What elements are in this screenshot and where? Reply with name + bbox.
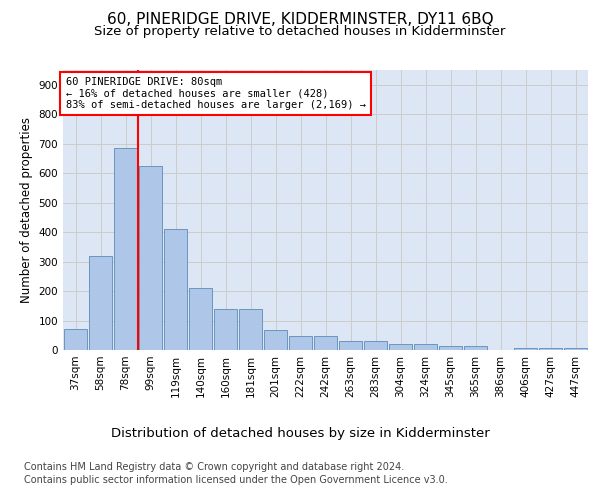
Y-axis label: Number of detached properties: Number of detached properties [20, 117, 33, 303]
Bar [264, 330, 287, 350]
Bar [464, 346, 487, 350]
Bar [389, 344, 412, 350]
Text: Distribution of detached houses by size in Kidderminster: Distribution of detached houses by size … [110, 428, 490, 440]
Bar [89, 256, 112, 350]
Bar [339, 340, 362, 350]
Text: Size of property relative to detached houses in Kidderminster: Size of property relative to detached ho… [94, 25, 506, 38]
Bar [314, 336, 337, 350]
Bar [439, 346, 462, 350]
Bar [164, 229, 187, 350]
Text: 60 PINERIDGE DRIVE: 80sqm
← 16% of detached houses are smaller (428)
83% of semi: 60 PINERIDGE DRIVE: 80sqm ← 16% of detac… [65, 77, 365, 110]
Bar [114, 148, 137, 350]
Bar [64, 330, 87, 350]
Bar [214, 310, 237, 350]
Text: Contains public sector information licensed under the Open Government Licence v3: Contains public sector information licen… [24, 475, 448, 485]
Bar [414, 344, 437, 350]
Bar [139, 166, 162, 350]
Bar [189, 288, 212, 350]
Bar [514, 348, 537, 350]
Bar [564, 348, 587, 350]
Text: 60, PINERIDGE DRIVE, KIDDERMINSTER, DY11 6BQ: 60, PINERIDGE DRIVE, KIDDERMINSTER, DY11… [107, 12, 493, 28]
Bar [539, 348, 562, 350]
Bar [239, 310, 262, 350]
Bar [289, 336, 312, 350]
Text: Contains HM Land Registry data © Crown copyright and database right 2024.: Contains HM Land Registry data © Crown c… [24, 462, 404, 472]
Bar [364, 340, 387, 350]
